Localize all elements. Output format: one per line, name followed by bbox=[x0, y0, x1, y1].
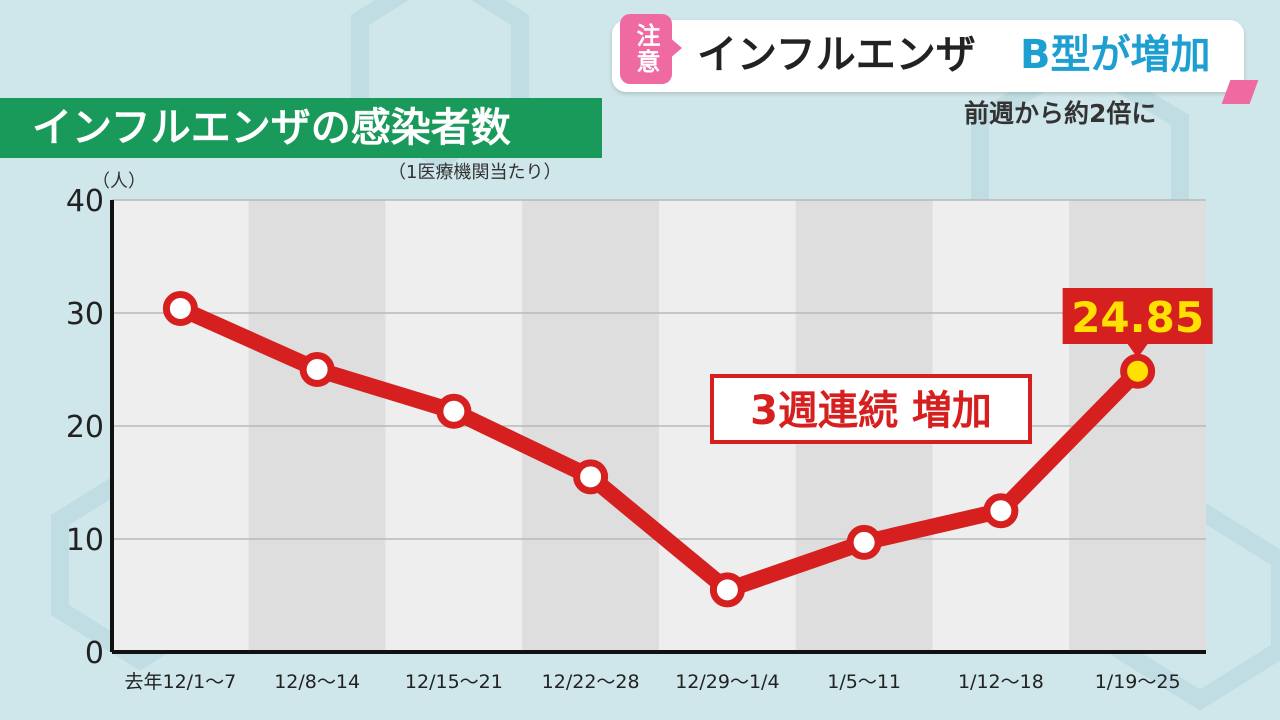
y-axis-unit-label: （人） bbox=[92, 171, 146, 192]
caution-tag: 注意 bbox=[620, 14, 672, 84]
x-tick-label: 去年12/1～7 bbox=[124, 671, 236, 693]
annotation-text: 3週連続 増加 bbox=[750, 388, 992, 434]
headline-banner bbox=[612, 20, 1244, 92]
chart-title: インフルエンザの感染者数 bbox=[0, 98, 602, 158]
headline-title: インフルエンザ bbox=[697, 32, 976, 78]
data-point bbox=[709, 572, 745, 608]
data-point bbox=[299, 352, 335, 387]
data-label-box bbox=[1062, 288, 1213, 344]
headline-subtitle: 前週から約2倍に bbox=[964, 99, 1157, 128]
chart-subtitle: （1医療機関当たり） bbox=[388, 162, 562, 183]
x-tick-label: 1/12～18 bbox=[958, 671, 1044, 693]
x-tick-label: 1/19～25 bbox=[1095, 671, 1181, 693]
x-tick-label: 12/29～1/4 bbox=[675, 671, 779, 693]
data-point bbox=[1120, 353, 1156, 389]
data-label: 24.85 bbox=[1071, 293, 1204, 342]
series-line bbox=[172, 300, 1146, 598]
data-point bbox=[573, 459, 609, 495]
y-tick-label: 10 bbox=[66, 523, 104, 558]
y-tick-label: 40 bbox=[66, 184, 104, 219]
x-tick-label: 12/8～14 bbox=[274, 671, 360, 693]
x-tick-label: 12/22～28 bbox=[542, 671, 640, 693]
headline-accent: B型が増加 bbox=[1020, 32, 1211, 78]
data-point bbox=[983, 493, 1019, 529]
caution-tag-arrow bbox=[668, 36, 682, 60]
data-point bbox=[162, 290, 198, 326]
y-tick-label: 0 bbox=[85, 636, 104, 671]
x-tick-label: 12/15～21 bbox=[405, 671, 503, 693]
data-label-pointer bbox=[1127, 344, 1148, 358]
annotation-box bbox=[710, 374, 1032, 444]
y-tick-label: 30 bbox=[66, 297, 104, 332]
y-tick-label: 20 bbox=[66, 410, 104, 445]
data-point bbox=[846, 524, 882, 560]
data-point bbox=[436, 393, 472, 429]
x-tick-label: 1/5～11 bbox=[827, 671, 901, 693]
